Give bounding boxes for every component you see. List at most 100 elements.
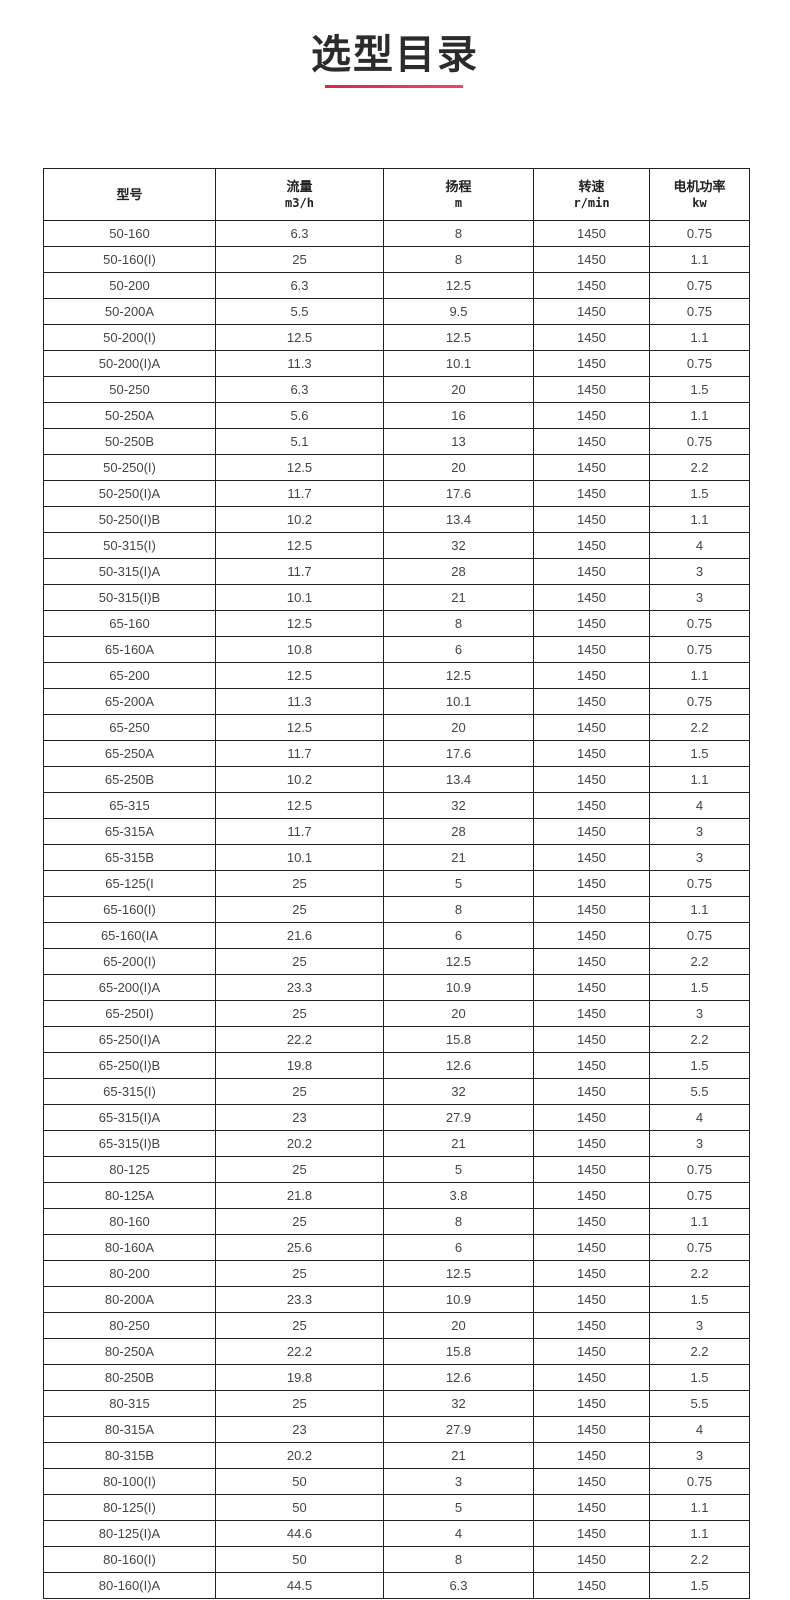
table-row: 65-315A 11.7 28 1450 3 xyxy=(43,818,750,845)
table-row: 65-250(I)B 19.8 12.6 1450 1.5 xyxy=(43,1052,750,1079)
cell-flow: 12.5 xyxy=(215,610,384,637)
cell-speed: 1450 xyxy=(533,1000,650,1027)
table-row: 65-315(I) 25 32 1450 5.5 xyxy=(43,1078,750,1105)
column-header-model: 型号 xyxy=(43,168,216,221)
cell-speed: 1450 xyxy=(533,246,650,273)
cell-head: 5 xyxy=(383,1494,534,1521)
cell-flow: 11.3 xyxy=(215,688,384,715)
cell-head: 27.9 xyxy=(383,1416,534,1443)
cell-head: 21 xyxy=(383,1442,534,1469)
cell-flow: 25 xyxy=(215,896,384,923)
cell-flow: 25 xyxy=(215,1390,384,1417)
column-header-unit: kw xyxy=(692,195,707,210)
cell-model: 65-200(I) xyxy=(43,948,216,975)
cell-model: 65-250B xyxy=(43,766,216,793)
cell-flow: 19.8 xyxy=(215,1364,384,1391)
cell-flow: 21.8 xyxy=(215,1182,384,1209)
cell-speed: 1450 xyxy=(533,974,650,1001)
cell-model: 80-125A xyxy=(43,1182,216,1209)
cell-model: 50-250(I)A xyxy=(43,480,216,507)
cell-head: 32 xyxy=(383,1078,534,1105)
cell-speed: 1450 xyxy=(533,1286,650,1313)
cell-power: 2.2 xyxy=(649,1026,750,1053)
table-row: 80-160 25 8 1450 1.1 xyxy=(43,1208,750,1235)
cell-speed: 1450 xyxy=(533,1026,650,1053)
page-title: 选型目录 xyxy=(311,32,479,78)
cell-power: 0.75 xyxy=(649,610,750,637)
cell-head: 12.5 xyxy=(383,1260,534,1287)
cell-speed: 1450 xyxy=(533,1416,650,1443)
cell-power: 1.1 xyxy=(649,246,750,273)
cell-flow: 25 xyxy=(215,1312,384,1339)
cell-head: 8 xyxy=(383,1208,534,1235)
column-header-label: 型号 xyxy=(116,187,143,202)
cell-flow: 11.3 xyxy=(215,350,384,377)
cell-speed: 1450 xyxy=(533,766,650,793)
cell-head: 6.3 xyxy=(383,1572,534,1599)
cell-flow: 21.6 xyxy=(215,922,384,949)
cell-flow: 23.3 xyxy=(215,974,384,1001)
cell-speed: 1450 xyxy=(533,402,650,429)
table-row: 80-160A 25.6 6 1450 0.75 xyxy=(43,1234,750,1261)
cell-flow: 22.2 xyxy=(215,1338,384,1365)
cell-speed: 1450 xyxy=(533,610,650,637)
table-row: 50-160(I) 25 8 1450 1.1 xyxy=(43,246,750,273)
cell-head: 21 xyxy=(383,584,534,611)
cell-power: 0.75 xyxy=(649,1156,750,1183)
table-body: 50-160 6.3 8 1450 0.75 50-160(I) 25 8 1450 1.1 50-… xyxy=(43,220,750,1599)
cell-power: 0.75 xyxy=(649,272,750,299)
table-row: 50-250(I) 12.5 20 1450 2.2 xyxy=(43,454,750,481)
cell-model: 65-200A xyxy=(43,688,216,715)
cell-flow: 25 xyxy=(215,1078,384,1105)
cell-power: 5.5 xyxy=(649,1390,750,1417)
cell-flow: 25 xyxy=(215,1000,384,1027)
cell-model: 50-250A xyxy=(43,402,216,429)
cell-flow: 23 xyxy=(215,1104,384,1131)
cell-flow: 44.6 xyxy=(215,1520,384,1547)
table-row: 65-200 12.5 12.5 1450 1.1 xyxy=(43,662,750,689)
cell-power: 2.2 xyxy=(649,454,750,481)
cell-flow: 23 xyxy=(215,1416,384,1443)
cell-flow: 12.5 xyxy=(215,714,384,741)
cell-head: 10.1 xyxy=(383,688,534,715)
cell-power: 0.75 xyxy=(649,870,750,897)
cell-speed: 1450 xyxy=(533,1338,650,1365)
cell-model: 50-250(I) xyxy=(43,454,216,481)
cell-model: 65-250A xyxy=(43,740,216,767)
cell-flow: 50 xyxy=(215,1546,384,1573)
cell-head: 12.5 xyxy=(383,948,534,975)
cell-model: 50-315(I)B xyxy=(43,584,216,611)
cell-head: 13.4 xyxy=(383,506,534,533)
table-row: 65-315(I)B 20.2 21 1450 3 xyxy=(43,1130,750,1157)
cell-flow: 25.6 xyxy=(215,1234,384,1261)
cell-speed: 1450 xyxy=(533,714,650,741)
cell-flow: 25 xyxy=(215,1208,384,1235)
cell-model: 65-200(I)A xyxy=(43,974,216,1001)
cell-head: 8 xyxy=(383,1546,534,1573)
cell-head: 13 xyxy=(383,428,534,455)
cell-flow: 12.5 xyxy=(215,454,384,481)
table-row: 65-125(I 25 5 1450 0.75 xyxy=(43,870,750,897)
cell-speed: 1450 xyxy=(533,1156,650,1183)
cell-flow: 11.7 xyxy=(215,740,384,767)
table-row: 65-160(IA 21.6 6 1450 0.75 xyxy=(43,922,750,949)
column-header-label: 流量 xyxy=(286,178,313,194)
table-row: 50-250B 5.1 13 1450 0.75 xyxy=(43,428,750,455)
cell-speed: 1450 xyxy=(533,844,650,871)
cell-model: 65-160(IA xyxy=(43,922,216,949)
table-row: 50-200A 5.5 9.5 1450 0.75 xyxy=(43,298,750,325)
table-row: 80-250A 22.2 15.8 1450 2.2 xyxy=(43,1338,750,1365)
cell-model: 80-100(I) xyxy=(43,1468,216,1495)
cell-head: 16 xyxy=(383,402,534,429)
cell-head: 6 xyxy=(383,636,534,663)
table-row: 50-250A 5.6 16 1450 1.1 xyxy=(43,402,750,429)
cell-head: 28 xyxy=(383,558,534,585)
cell-model: 80-160(I) xyxy=(43,1546,216,1573)
cell-model: 65-315(I) xyxy=(43,1078,216,1105)
cell-model: 65-315(I)A xyxy=(43,1104,216,1131)
cell-power: 1.5 xyxy=(649,974,750,1001)
cell-power: 1.1 xyxy=(649,896,750,923)
cell-head: 20 xyxy=(383,1000,534,1027)
table-row: 80-125(I) 50 5 1450 1.1 xyxy=(43,1494,750,1521)
cell-power: 3 xyxy=(649,584,750,611)
